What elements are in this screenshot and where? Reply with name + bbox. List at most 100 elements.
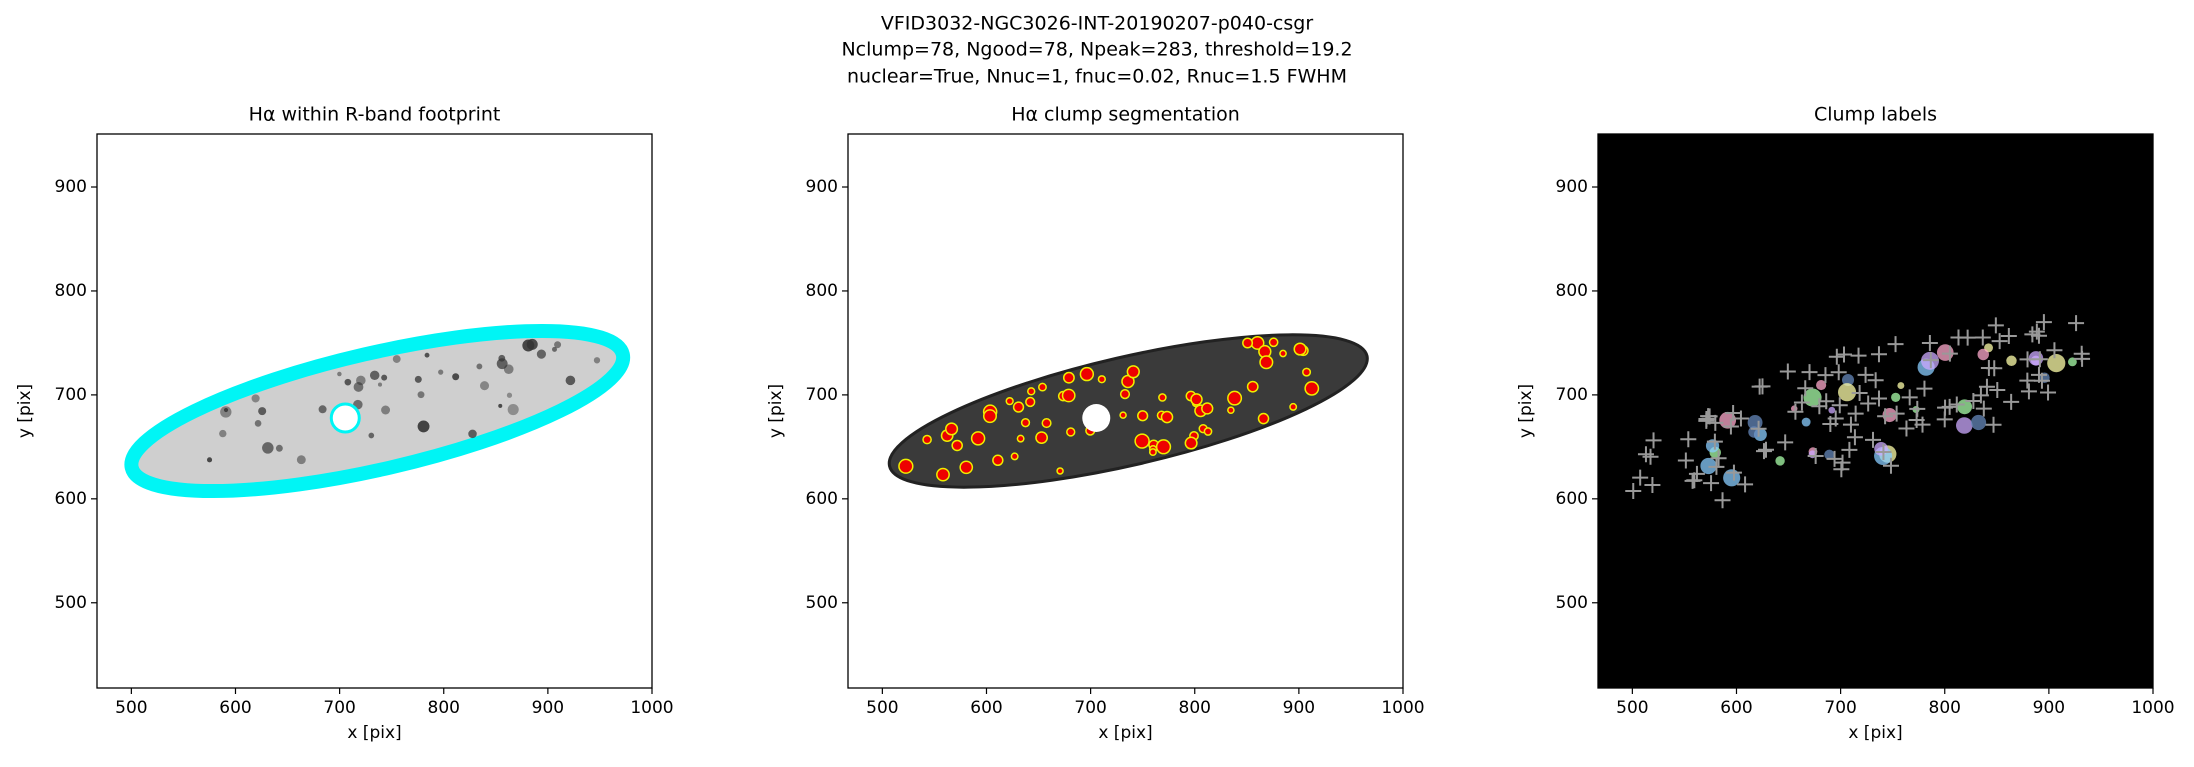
y-axis-label: y [pix] — [1516, 384, 1536, 438]
emission-knot — [417, 391, 425, 399]
emission-knot — [381, 405, 391, 415]
figure-title: nuclear=True, Nnuc=1, fnuc=0.02, Rnuc=1.… — [847, 66, 1347, 88]
peak-marker — [1703, 475, 1720, 492]
clump — [1005, 396, 1014, 406]
x-tick-label: 500 — [115, 698, 147, 718]
clump — [1289, 402, 1298, 411]
clump — [1066, 427, 1076, 437]
peak-marker — [1867, 372, 1884, 389]
emission-knot — [503, 364, 514, 374]
peak-marker — [1950, 329, 1967, 346]
peak-marker — [1817, 367, 1834, 384]
peak-marker — [1833, 461, 1850, 478]
emission-knot — [498, 403, 503, 408]
x-tick-label: 700 — [1824, 698, 1856, 718]
peak-marker — [1975, 400, 1992, 417]
clump — [1025, 396, 1036, 408]
clump-label — [1956, 417, 1973, 434]
axes-frame — [847, 133, 1404, 689]
clump — [1056, 467, 1064, 475]
x-tick-label: 500 — [1616, 698, 1648, 718]
y-tick-label: 800 — [806, 281, 838, 301]
peak-marker — [1987, 317, 2004, 334]
x-tick-label: 900 — [2033, 698, 2065, 718]
clump — [1134, 433, 1150, 449]
clump — [1302, 367, 1312, 377]
clump — [1020, 418, 1031, 428]
peak-marker — [1836, 346, 1852, 363]
x-tick-label: 1000 — [1381, 698, 1424, 718]
clump — [1158, 393, 1167, 402]
x-tick-label: 600 — [1720, 698, 1752, 718]
clump — [1126, 365, 1140, 379]
peak-marker — [2020, 383, 2037, 400]
y-tick-label: 600 — [806, 489, 838, 509]
emission-knot — [368, 432, 375, 439]
peak-marker — [1750, 420, 1767, 437]
peak-marker — [1887, 336, 1904, 353]
x-tick-label: 900 — [532, 698, 564, 718]
peak-marker — [1847, 405, 1864, 422]
clump-label — [1828, 406, 1836, 414]
emission-knot — [522, 339, 535, 352]
clump — [1079, 366, 1095, 382]
peak-marker — [1974, 329, 1991, 346]
panel: Hα within R-band footprint 500 600 700 800 90… — [15, 104, 674, 744]
panel-title: Hα within R-band footprint — [249, 104, 501, 126]
peak-marker — [1714, 492, 1731, 509]
emission-knot — [353, 382, 364, 392]
peak-marker — [1677, 452, 1694, 469]
peak-marker — [1725, 464, 1742, 481]
y-tick-label: 900 — [55, 177, 87, 197]
clump — [1035, 431, 1048, 445]
clump — [1304, 380, 1320, 396]
x-tick-label: 500 — [866, 698, 898, 718]
axes-frame — [1597, 133, 2154, 689]
peak-marker — [1870, 390, 1887, 407]
x-axis-label: x [pix] — [347, 723, 401, 743]
peak-marker — [1909, 400, 1926, 417]
peak-marker — [1751, 378, 1768, 395]
y-tick-label: 700 — [55, 385, 87, 405]
axes-background — [1598, 134, 2153, 688]
peak-marker — [1846, 429, 1863, 446]
x-tick-label: 600 — [219, 698, 251, 718]
peak-marker — [1865, 431, 1882, 448]
nucleus-mask — [1082, 404, 1111, 432]
emission-knot — [220, 406, 232, 418]
peak-marker — [1826, 450, 1843, 467]
clump-label — [1897, 382, 1905, 390]
peak-marker — [1851, 385, 1868, 402]
x-tick-label: 600 — [970, 698, 1002, 718]
clump — [1227, 390, 1243, 406]
peak-marker — [1842, 416, 1859, 433]
clump — [992, 454, 1004, 467]
emission-knot — [258, 407, 267, 416]
emission-knot — [275, 444, 283, 452]
peak-marker — [1637, 446, 1654, 463]
peak-marker — [1936, 411, 1953, 428]
peak-marker — [2035, 314, 2052, 331]
clump-label — [2047, 354, 2066, 373]
emission-knot — [498, 354, 506, 362]
emission-knot — [254, 420, 262, 427]
clump — [1268, 337, 1279, 348]
emission-knot — [424, 352, 430, 358]
clump — [1119, 411, 1127, 419]
clump — [1061, 388, 1076, 403]
peak-marker — [1972, 387, 1989, 404]
peak-marker — [1732, 410, 1749, 427]
clump — [1293, 342, 1307, 356]
clump — [982, 409, 997, 424]
clump-label — [1874, 441, 1888, 456]
clump — [1279, 349, 1287, 358]
peak-marker — [1875, 443, 1892, 460]
figure-title: VFID3032-NGC3026-INT-20190207-p040-csgr — [881, 13, 1313, 35]
clump-label — [2006, 355, 2017, 366]
clump-label — [1970, 414, 1987, 431]
clump — [1041, 418, 1052, 429]
clump — [1190, 393, 1203, 406]
peak-marker — [1916, 380, 1933, 397]
peak-marker — [1686, 472, 1703, 489]
emission-knot — [593, 357, 601, 364]
